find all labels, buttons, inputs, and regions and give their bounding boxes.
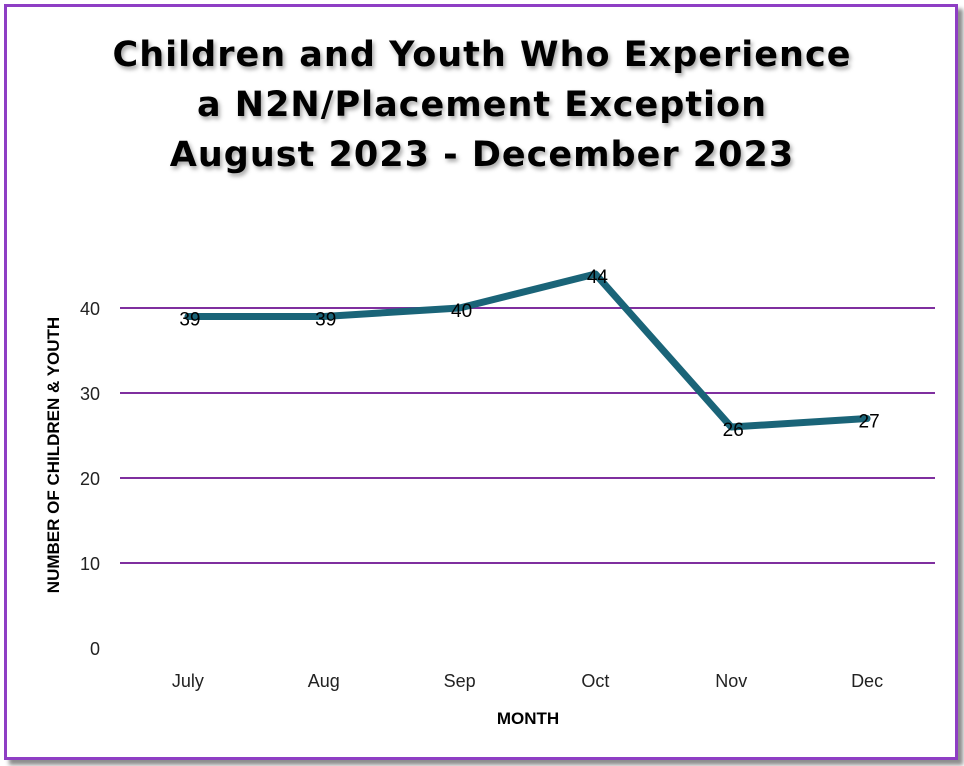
data-point: [728, 424, 735, 430]
data-point: [184, 313, 191, 320]
x-tick-label: July: [172, 671, 204, 691]
gridlines: [120, 307, 935, 564]
chart-frame: [4, 4, 958, 760]
data-label: 39: [179, 310, 200, 331]
y-tick-label: 10: [80, 554, 100, 574]
x-tick-label: Sep: [444, 671, 476, 691]
data-label: 40: [451, 301, 472, 322]
y-tick-label: 30: [80, 384, 100, 404]
y-axis-ticks: 0 10 20 30 40: [80, 299, 100, 659]
x-tick-label: Aug: [308, 671, 340, 691]
data-label: 44: [587, 267, 609, 288]
y-tick-label: 40: [80, 299, 100, 319]
series-line: [184, 270, 871, 431]
data-labels: 39 39 40 44 26 27: [179, 267, 879, 441]
chart-title-line-3: August 2023 - December 2023: [169, 135, 795, 175]
x-axis-ticks: July Aug Sep Oct Nov Dec: [172, 671, 883, 691]
y-axis-title: NUMBER OF CHILDREN & YOUTH: [44, 317, 63, 593]
series-polyline: [184, 270, 871, 431]
data-point: [592, 271, 599, 277]
y-tick-label: 20: [80, 469, 100, 489]
x-axis-title: MONTH: [497, 709, 559, 728]
x-tick-label: Oct: [581, 671, 609, 691]
data-point: [456, 305, 463, 311]
x-tick-label: Dec: [851, 671, 883, 691]
chart-title: Children and Youth Who Experience a N2N/…: [0, 30, 964, 180]
x-tick-label: Nov: [715, 671, 747, 691]
data-label: 27: [859, 412, 880, 433]
data-label: 39: [315, 310, 336, 331]
data-label: 26: [723, 420, 744, 441]
data-point: [864, 415, 871, 422]
data-point: [320, 313, 327, 320]
chart-title-line-1: Children and Youth Who Experience: [112, 35, 852, 75]
y-tick-label: 0: [90, 639, 100, 659]
chart-title-line-2: a N2N/Placement Exception: [196, 85, 768, 125]
